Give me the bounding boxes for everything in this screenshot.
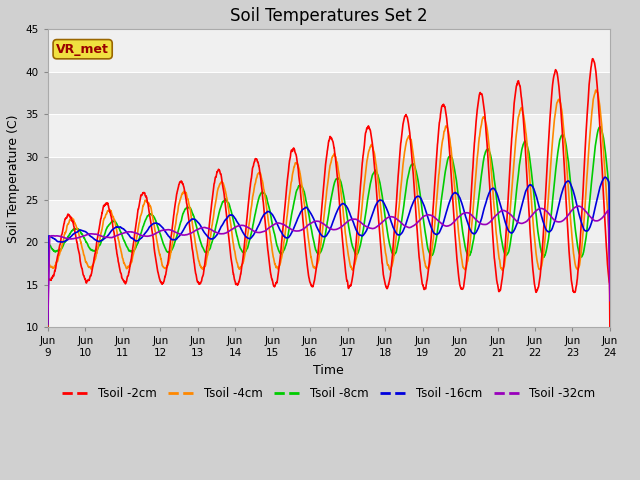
Bar xyxy=(48,285,610,327)
Bar xyxy=(48,242,610,285)
Bar xyxy=(48,72,610,114)
Text: VR_met: VR_met xyxy=(56,43,109,56)
X-axis label: Time: Time xyxy=(314,364,344,377)
Bar xyxy=(48,114,610,157)
Legend: Tsoil -2cm, Tsoil -4cm, Tsoil -8cm, Tsoil -16cm, Tsoil -32cm: Tsoil -2cm, Tsoil -4cm, Tsoil -8cm, Tsoi… xyxy=(58,383,600,405)
Title: Soil Temperatures Set 2: Soil Temperatures Set 2 xyxy=(230,7,428,25)
Bar xyxy=(48,157,610,200)
Y-axis label: Soil Temperature (C): Soil Temperature (C) xyxy=(7,114,20,242)
Bar xyxy=(48,29,610,72)
Bar xyxy=(48,200,610,242)
